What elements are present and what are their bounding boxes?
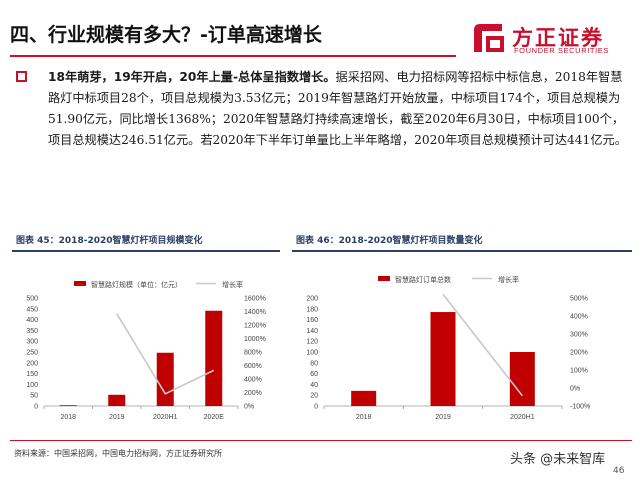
figure-45-rule [12,250,280,252]
page-title: 四、行业规模有多大？-订单高速增长 [10,24,322,46]
y-left-tick-label: 40 [310,382,318,389]
y-left-tick-label: 0 [314,404,318,411]
bar [509,352,535,406]
y-right-tick-label: 200% [244,390,262,397]
x-tick-label: 2019 [109,414,125,421]
legend-label: 智慧路灯订单总数 [395,275,451,284]
y-left-tick-label: 150 [26,371,38,378]
bar [430,312,456,406]
legend-swatch-bar [74,281,86,286]
y-right-tick-label: 100% [570,368,588,375]
company-logo: 方正证券 FOUNDER SECURITIES [468,20,634,58]
y-right-tick-label: 1200% [244,323,266,330]
x-tick-label: 2019 [435,414,451,421]
y-left-tick-label: 200 [306,296,318,303]
x-tick-label: 2018 [60,414,76,421]
y-left-tick-label: 140 [306,328,318,335]
y-right-tick-label: 1400% [244,309,266,316]
paragraph-body: 据采招网、电力招标网等招标中标信息，2018年智慧路灯中标项目28个，项目总规模… [48,70,627,147]
y-right-tick-label: -100% [570,404,590,411]
y-right-tick-label: 0% [570,386,580,393]
y-right-tick-label: 200% [570,350,588,357]
bar [108,394,126,406]
y-left-tick-label: 180 [306,306,318,313]
x-tick-label: 2020H1 [510,414,535,421]
bar [205,310,223,406]
legend-label: 智慧路灯规模（单位：亿元） [91,280,182,289]
y-right-tick-label: 400% [570,314,588,321]
y-left-tick-label: 20 [310,393,318,400]
chart-project-count: 智慧路灯订单总数 增长率 0 20 40 60 80 100 120 140 160 180 200 -1… [306,275,590,421]
y-right-tick-label: 800% [244,350,262,357]
figure-45-title: 图表 45：2018-2020智慧灯杆项目规模变化 [16,236,203,246]
chart-project-scale: 智慧路灯规模（单位：亿元） 增长率 0 50 100 150 200 250 300 350 400… [26,280,266,421]
y-left-tick-label: 350 [26,328,38,335]
figure-46-rule [292,250,632,252]
y-left-tick-label: 300 [26,339,38,346]
y-right-tick-label: 1000% [244,336,266,343]
page-number: 46 [613,466,625,476]
legend-swatch-bar [378,276,390,281]
y-left-tick-label: 200 [26,360,38,367]
y-left-tick-label: 400 [26,317,38,324]
legend-label: 增长率 [222,280,243,289]
source-divider [10,440,632,441]
y-right-tick-label: 500% [570,296,588,303]
logo-name: 方正证券 [512,26,604,50]
legend-label: 增长率 [498,275,519,284]
data-source: 资料来源：中国采招网，中国电力招标网，方正证券研究所 [14,449,222,458]
y-left-tick-label: 80 [310,360,318,367]
y-left-tick-label: 100 [306,350,318,357]
y-left-tick-label: 0 [34,404,38,411]
y-left-tick-label: 50 [30,393,38,400]
y-left-tick-label: 160 [306,317,318,324]
bar [59,405,77,406]
y-right-tick-label: 0% [244,404,254,411]
growth-rate-line [442,293,523,397]
y-left-tick-label: 250 [26,350,38,357]
bar [156,352,174,406]
title-underline [10,55,456,57]
watermark: 头条 @未来智库 [510,452,606,467]
x-tick-label: 2020E [204,414,225,421]
logo-mark-icon [474,24,504,52]
paragraph-lead: 18年萌芽，19年开启，20年上量-总体呈指数增长。 [48,70,336,84]
x-tick-label: 2020H1 [153,414,178,421]
logo-subtitle: FOUNDER SECURITIES [514,46,609,55]
y-right-tick-label: 400% [244,377,262,384]
y-left-tick-label: 120 [306,339,318,346]
figure-46-title: 图表 46：2018-2020智慧灯杆项目数量变化 [296,236,483,246]
y-right-tick-label: 300% [570,332,588,339]
y-left-tick-label: 450 [26,306,38,313]
x-tick-label: 2018 [356,414,372,421]
paragraph-text: 18年萌芽，19年开启，20年上量-总体呈指数增长。据采招网、电力招标网等招标中… [48,67,628,151]
bar [351,390,377,406]
y-right-tick-label: 1600% [244,296,266,303]
square-bullet-icon [16,71,27,82]
y-left-tick-label: 500 [26,296,38,303]
y-left-tick-label: 100 [26,382,38,389]
y-left-tick-label: 60 [310,371,318,378]
y-right-tick-label: 600% [244,363,262,370]
